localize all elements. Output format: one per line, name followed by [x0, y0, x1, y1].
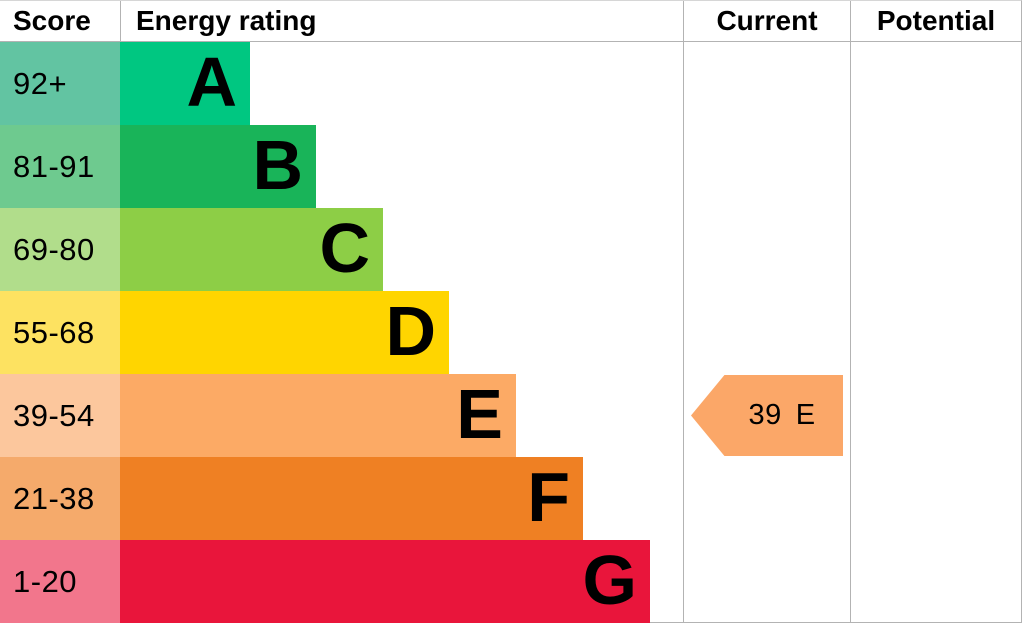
band-bar: G	[120, 540, 650, 623]
column-header-current: Current	[683, 1, 850, 41]
column-header-score: Score	[13, 5, 91, 36]
potential-column	[850, 42, 1021, 623]
band-row: 92+ A	[0, 42, 683, 125]
band-score-range: 1-20	[0, 540, 120, 623]
band-bar: C	[120, 208, 383, 291]
current-grade-letter: E	[795, 399, 816, 431]
band-bar: A	[120, 42, 250, 125]
band-bar: D	[120, 291, 449, 374]
band-row: 39-54 E	[0, 374, 683, 457]
band-grade-letter: F	[527, 457, 570, 536]
column-header-energy-rating: Energy rating	[120, 1, 683, 41]
band-score-range: 69-80	[0, 208, 120, 291]
band-grade-letter: E	[456, 374, 503, 453]
chart-body: 92+ A 81-91 B 69-80 C 55-68 D 39-54 E 21…	[0, 42, 1021, 623]
energy-rating-bands: 92+ A 81-91 B 69-80 C 55-68 D 39-54 E 21…	[0, 42, 683, 623]
current-rating-arrow: 39 E	[691, 375, 843, 456]
band-grade-letter: C	[319, 208, 370, 287]
band-row: 1-20 G	[0, 540, 683, 623]
band-grade-letter: B	[252, 125, 303, 204]
current-score-value: 39	[748, 399, 782, 431]
band-row: 81-91 B	[0, 125, 683, 208]
column-header-potential: Potential	[850, 1, 1021, 41]
band-bar: F	[120, 457, 583, 540]
band-score-range: 21-38	[0, 457, 120, 540]
band-score-range: 39-54	[0, 374, 120, 457]
band-grade-letter: G	[582, 540, 637, 619]
current-column: 39 E	[683, 42, 850, 623]
chart-header-row: Score Energy rating Current Potential	[0, 1, 1021, 42]
band-grade-letter: A	[186, 42, 237, 121]
band-bar: E	[120, 374, 516, 457]
band-bar: B	[120, 125, 316, 208]
band-score-range: 92+	[0, 42, 120, 125]
band-score-range: 55-68	[0, 291, 120, 374]
band-row: 69-80 C	[0, 208, 683, 291]
band-row: 55-68 D	[0, 291, 683, 374]
band-score-range: 81-91	[0, 125, 120, 208]
band-row: 21-38 F	[0, 457, 683, 540]
band-grade-letter: D	[385, 291, 436, 370]
